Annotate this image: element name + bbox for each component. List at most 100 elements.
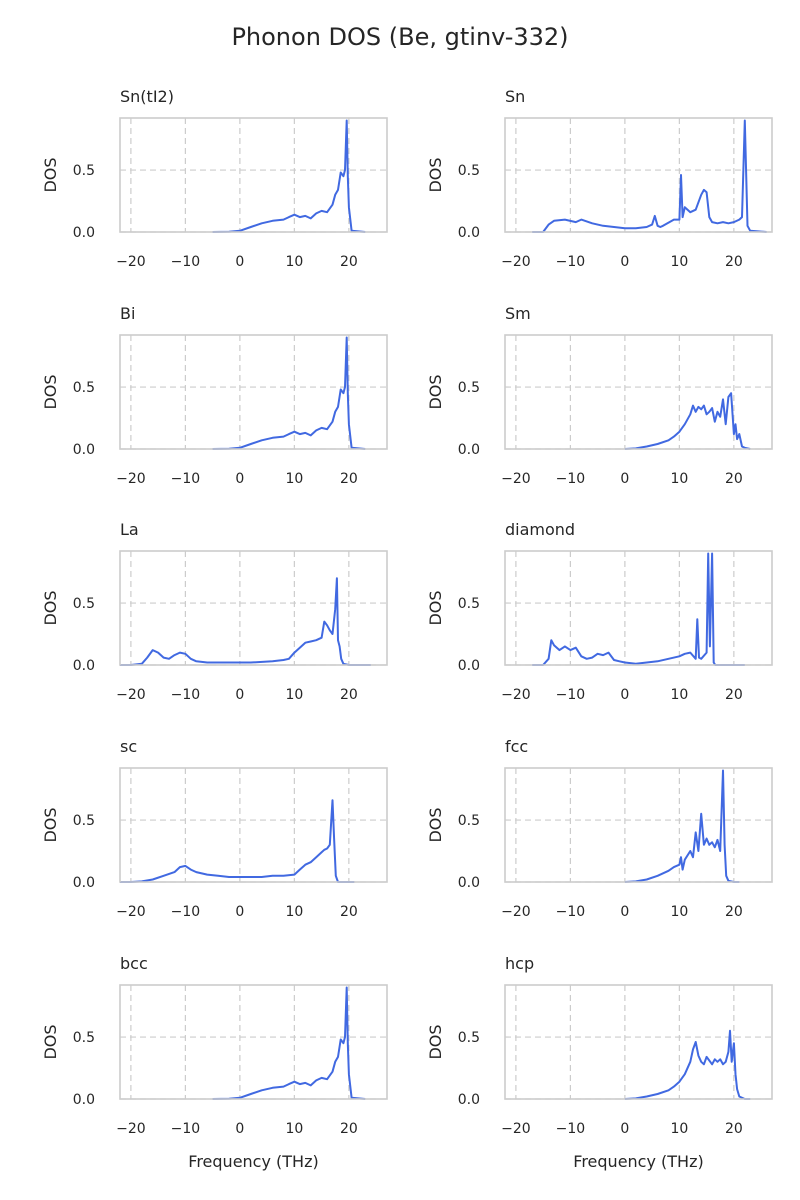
axes-frame <box>119 334 388 450</box>
x-tick-label: 10 <box>670 687 688 703</box>
y-axis-label: DOS <box>41 590 60 625</box>
x-tick-label: 20 <box>340 687 358 703</box>
dos-series-diamond <box>532 552 745 666</box>
x-tick-label: 10 <box>670 254 688 270</box>
x-tick-label: 20 <box>340 904 358 920</box>
panel-diamond: diamond 0.0 0.5 −20 −10 0 10 20 DOS <box>426 520 773 703</box>
y-tick-label: 0.0 <box>73 1092 95 1108</box>
y-tick-label: 0.0 <box>73 442 95 458</box>
figure-title: Phonon DOS (Be, gtinv-332) <box>231 23 568 51</box>
x-tick-label: 20 <box>340 254 358 270</box>
axes-frame <box>119 550 388 666</box>
axes-frame <box>504 550 773 666</box>
x-tick-label: 10 <box>285 1121 303 1137</box>
panel-fcc: fcc 0.0 0.5 −20 −10 0 10 20 DOS <box>426 737 773 920</box>
x-tick-label: −20 <box>501 687 531 703</box>
panel-hcp: hcp 0.0 0.5 −20 −10 0 10 20 DOS Frequency (THz) <box>426 954 773 1171</box>
x-tick-label: −10 <box>171 1121 201 1137</box>
y-tick-label: 0.5 <box>458 163 480 179</box>
x-axis-label: Frequency (THz) <box>188 1152 318 1171</box>
x-tick-label: −10 <box>556 904 586 920</box>
x-tick-label: 0 <box>620 687 629 703</box>
x-tick-label: −10 <box>556 1121 586 1137</box>
dos-series-bi <box>212 336 366 450</box>
y-tick-label: 0.5 <box>458 596 480 612</box>
x-tick-label: −20 <box>501 904 531 920</box>
y-tick-label: 0.5 <box>73 163 95 179</box>
y-axis-label: DOS <box>426 807 445 842</box>
panels: Sn(tI2) 0.0 0.5 −20 −10 0 10 20 DOS Sn 0.0 0.5 −20 −1… <box>41 87 773 1171</box>
panel-sc: sc 0.0 0.5 −20 −10 0 10 20 DOS <box>41 737 388 920</box>
x-tick-label: 10 <box>670 904 688 920</box>
panel-sm: Sm 0.0 0.5 −20 −10 0 10 20 DOS <box>426 304 773 487</box>
y-tick-label: 0.0 <box>458 658 480 674</box>
x-tick-label: 0 <box>620 1121 629 1137</box>
y-axis-label: DOS <box>41 374 60 409</box>
panel-sn-ti2: Sn(tI2) 0.0 0.5 −20 −10 0 10 20 DOS <box>41 87 388 270</box>
x-tick-label: −10 <box>171 904 201 920</box>
panel-title: Bi <box>120 304 135 323</box>
y-tick-label: 0.5 <box>73 813 95 829</box>
y-tick-label: 0.0 <box>458 225 480 241</box>
panel-bcc: bcc 0.0 0.5 −20 −10 0 10 20 DOS Frequency (THz) <box>41 954 388 1171</box>
x-tick-label: −20 <box>501 1121 531 1137</box>
x-tick-label: −20 <box>116 471 146 487</box>
x-tick-label: 20 <box>725 471 743 487</box>
dos-series-sc <box>120 799 355 883</box>
x-tick-label: −10 <box>171 687 201 703</box>
y-tick-label: 0.0 <box>73 875 95 891</box>
dos-series-la <box>120 577 371 666</box>
x-tick-label: 0 <box>620 254 629 270</box>
panel-title: Sn <box>505 87 525 106</box>
panel-la: La 0.0 0.5 −20 −10 0 10 20 DOS <box>41 520 388 703</box>
y-tick-label: 0.5 <box>458 380 480 396</box>
dos-series-fcc <box>624 769 740 883</box>
y-axis-label: DOS <box>41 157 60 192</box>
y-tick-label: 0.5 <box>73 380 95 396</box>
axes-frame <box>504 767 773 883</box>
x-tick-label: 20 <box>340 471 358 487</box>
x-tick-label: 10 <box>670 471 688 487</box>
axes-frame <box>504 334 773 450</box>
y-tick-label: 0.5 <box>458 813 480 829</box>
y-tick-label: 0.0 <box>73 658 95 674</box>
x-tick-label: 0 <box>235 254 244 270</box>
x-tick-label: −10 <box>171 254 201 270</box>
x-tick-label: 0 <box>620 471 629 487</box>
axes-frame <box>119 117 388 233</box>
panel-title: fcc <box>505 737 528 756</box>
x-tick-label: −10 <box>171 471 201 487</box>
x-tick-label: −10 <box>556 687 586 703</box>
panel-title: Sn(tI2) <box>120 87 174 106</box>
y-tick-label: 0.5 <box>73 1030 95 1046</box>
x-tick-label: 10 <box>285 254 303 270</box>
x-tick-label: −20 <box>116 254 146 270</box>
x-tick-label: −10 <box>556 471 586 487</box>
x-tick-label: 10 <box>285 687 303 703</box>
x-tick-label: 10 <box>285 904 303 920</box>
x-tick-label: 20 <box>725 904 743 920</box>
y-tick-label: 0.5 <box>73 596 95 612</box>
x-tick-label: 0 <box>235 904 244 920</box>
dos-series-sn-ti2 <box>212 119 366 233</box>
x-tick-label: 0 <box>235 687 244 703</box>
dos-series-sn <box>532 119 767 233</box>
y-tick-label: 0.5 <box>458 1030 480 1046</box>
x-tick-label: 10 <box>670 1121 688 1137</box>
x-tick-label: 20 <box>340 1121 358 1137</box>
x-tick-label: −20 <box>501 471 531 487</box>
x-tick-label: 0 <box>620 904 629 920</box>
panel-bi: Bi 0.0 0.5 −20 −10 0 10 20 DOS <box>41 304 388 487</box>
x-tick-label: 0 <box>235 471 244 487</box>
x-tick-label: −20 <box>116 1121 146 1137</box>
y-tick-label: 0.0 <box>73 225 95 241</box>
panel-title: diamond <box>505 520 575 539</box>
y-axis-label: DOS <box>41 1024 60 1059</box>
y-axis-label: DOS <box>426 157 445 192</box>
x-tick-label: −10 <box>556 254 586 270</box>
y-axis-label: DOS <box>426 1024 445 1059</box>
x-tick-label: 0 <box>235 1121 244 1137</box>
panel-title: sc <box>120 737 137 756</box>
axes-frame <box>119 767 388 883</box>
